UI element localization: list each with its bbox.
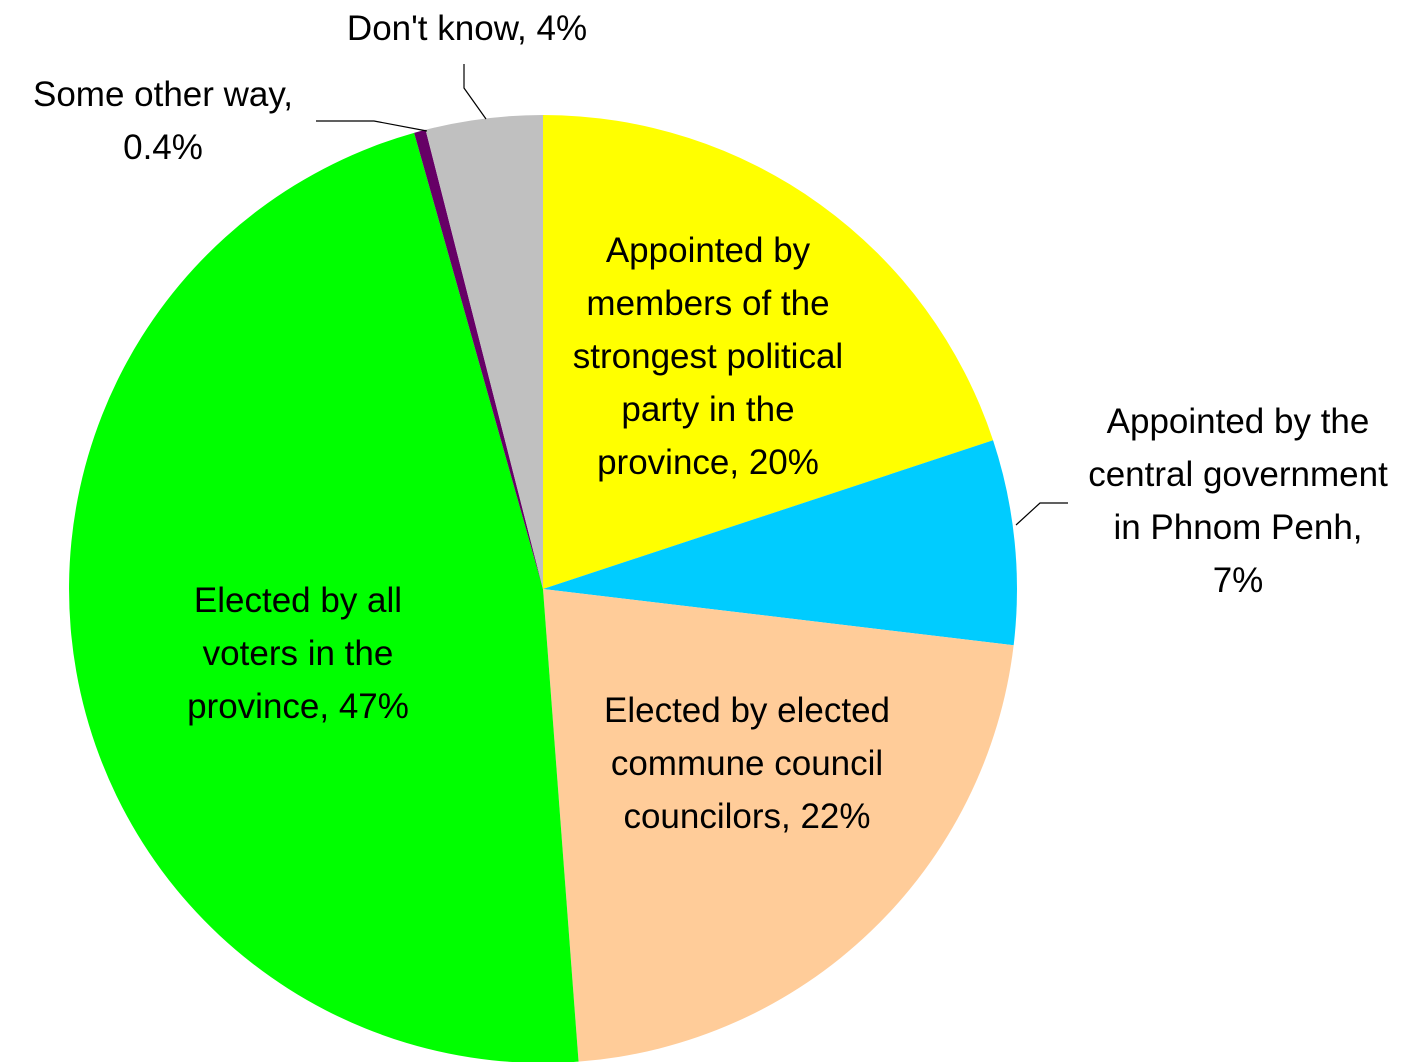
- slice-labels: Appointed by members of the strongest poli…: [33, 9, 1388, 836]
- pie-slices: [69, 114, 1017, 1062]
- leader-line-don-t-know: [463, 64, 487, 120]
- data-label-line: Don't know, 4%: [347, 9, 587, 48]
- data-label-line: strongest political: [573, 337, 843, 376]
- pie-slice-don-t-know: [425, 114, 543, 589]
- data-label-line: 7%: [1213, 561, 1264, 600]
- pie-slice-elected-by-elected-commune-council-councilors: [543, 589, 1014, 1062]
- data-label-line: Some other way,: [33, 75, 293, 114]
- data-label-line: Appointed by: [606, 231, 811, 270]
- data-label-line: members of the: [586, 284, 829, 323]
- data-label-line: commune council: [611, 744, 883, 783]
- leader-line-appointed-by-the-central-government-in-phnom-penh: [1015, 502, 1068, 526]
- leader-line-some-other-way: [316, 120, 428, 132]
- data-label-line: voters in the: [203, 634, 394, 673]
- data-label-line: central government: [1088, 455, 1388, 494]
- data-label-line: province, 20%: [597, 443, 819, 482]
- data-label-line: province, 47%: [187, 687, 409, 726]
- leader-lines: [316, 64, 1068, 526]
- pie-slice-elected-by-all-voters-in-the-province: [69, 132, 579, 1062]
- pie-slice-appointed-by-members-of-the-strongest-political-party-in-the-province: [543, 115, 994, 589]
- data-label-line: Elected by all: [194, 581, 402, 620]
- pie-slice-some-other-way: [414, 129, 543, 589]
- data-label-appointed-by-members-of-the-strongest-political-party-in-the-province: Appointed by members of the strongest poli…: [573, 231, 843, 482]
- data-label-line: in Phnom Penh,: [1113, 508, 1362, 547]
- data-label-line: party in the: [621, 390, 794, 429]
- data-label-line: Appointed by the: [1107, 402, 1370, 441]
- data-label-don-t-know: Don't know, 4%: [347, 9, 587, 48]
- data-label-line: councilors, 22%: [623, 797, 870, 836]
- data-label-line: Elected by elected: [604, 691, 890, 730]
- data-label-line: 0.4%: [123, 128, 203, 167]
- pie-slice-appointed-by-the-central-government-in-phnom-penh: [543, 440, 1017, 646]
- data-label-elected-by-elected-commune-council-councilors: Elected by elected commune council council…: [604, 691, 890, 836]
- data-label-elected-by-all-voters-in-the-province: Elected by all voters in the province, 47%: [187, 581, 409, 726]
- data-label-some-other-way: Some other way, 0.4%: [33, 75, 293, 167]
- data-label-appointed-by-the-central-government-in-phnom-penh: Appointed by the central government in Phn…: [1088, 402, 1388, 600]
